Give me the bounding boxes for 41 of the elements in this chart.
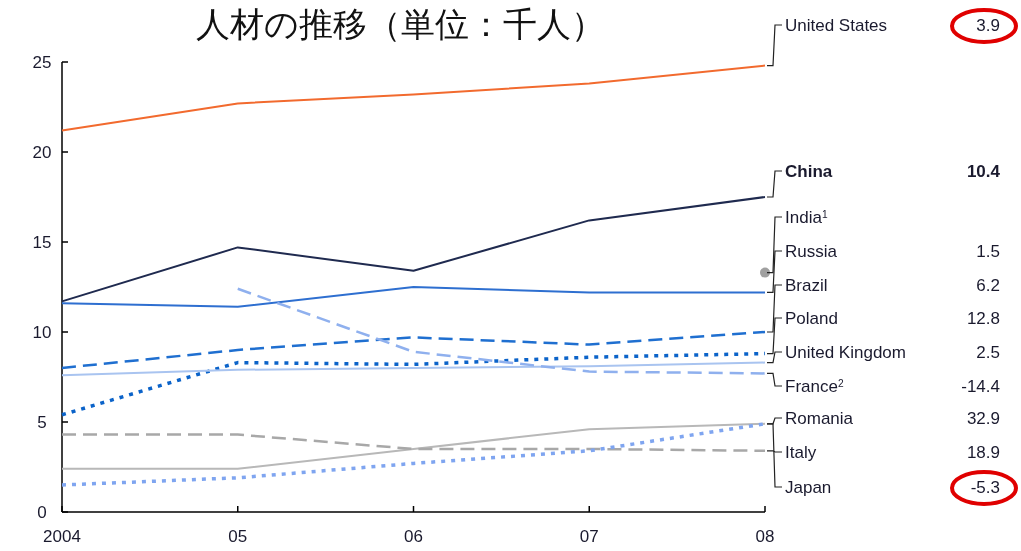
text: -14.4 bbox=[961, 377, 1000, 396]
text: 1.5 bbox=[976, 242, 1000, 261]
x-tick-label: 05 bbox=[228, 527, 248, 546]
text: 6.2 bbox=[976, 276, 1000, 295]
text: Russia bbox=[785, 242, 838, 261]
line-series bbox=[61, 64, 766, 132]
series-label: United Kingdom bbox=[785, 343, 906, 362]
line-series bbox=[60, 351, 767, 417]
line-series bbox=[236, 287, 767, 375]
line-series bbox=[61, 196, 766, 303]
x-tick-label: 06 bbox=[404, 527, 423, 546]
text: 2.5 bbox=[976, 343, 1000, 362]
text: 32.9 bbox=[966, 409, 1000, 428]
chart-title: 人材の推移（単位：千人） bbox=[195, 5, 605, 43]
x-tick-label: 08 bbox=[755, 527, 775, 546]
y-tick-label: 15 bbox=[32, 233, 52, 252]
text: Japan bbox=[785, 478, 832, 497]
y-tick-label: 10 bbox=[32, 323, 52, 342]
line-series bbox=[61, 286, 766, 308]
text: Brazil bbox=[785, 276, 828, 295]
series-label: Italy bbox=[785, 443, 817, 462]
x-tick-label: 2004 bbox=[43, 527, 81, 546]
series-label: Romania bbox=[785, 409, 854, 428]
y-tick-label: 25 bbox=[32, 53, 52, 72]
text: 12.8 bbox=[966, 309, 1000, 328]
y-tick-label: 0 bbox=[37, 503, 47, 522]
line-series bbox=[61, 422, 766, 470]
y-tick-label: 5 bbox=[37, 413, 47, 432]
text: 18.9 bbox=[966, 443, 1000, 462]
series-label: China bbox=[785, 162, 833, 181]
text: India$^{1}$ bbox=[785, 208, 828, 227]
text: 10.4 bbox=[966, 162, 1001, 181]
text: -5.3 bbox=[970, 478, 1000, 497]
text: United States bbox=[785, 16, 888, 35]
line-series bbox=[60, 330, 767, 370]
y-tick-label: 20 bbox=[32, 143, 52, 162]
x-tick-label: 07 bbox=[579, 527, 599, 546]
text: 3.9 bbox=[976, 16, 1000, 35]
series-label: Poland bbox=[785, 309, 838, 328]
line-series bbox=[61, 361, 766, 377]
series-label: France$^{2}$ bbox=[785, 377, 844, 396]
